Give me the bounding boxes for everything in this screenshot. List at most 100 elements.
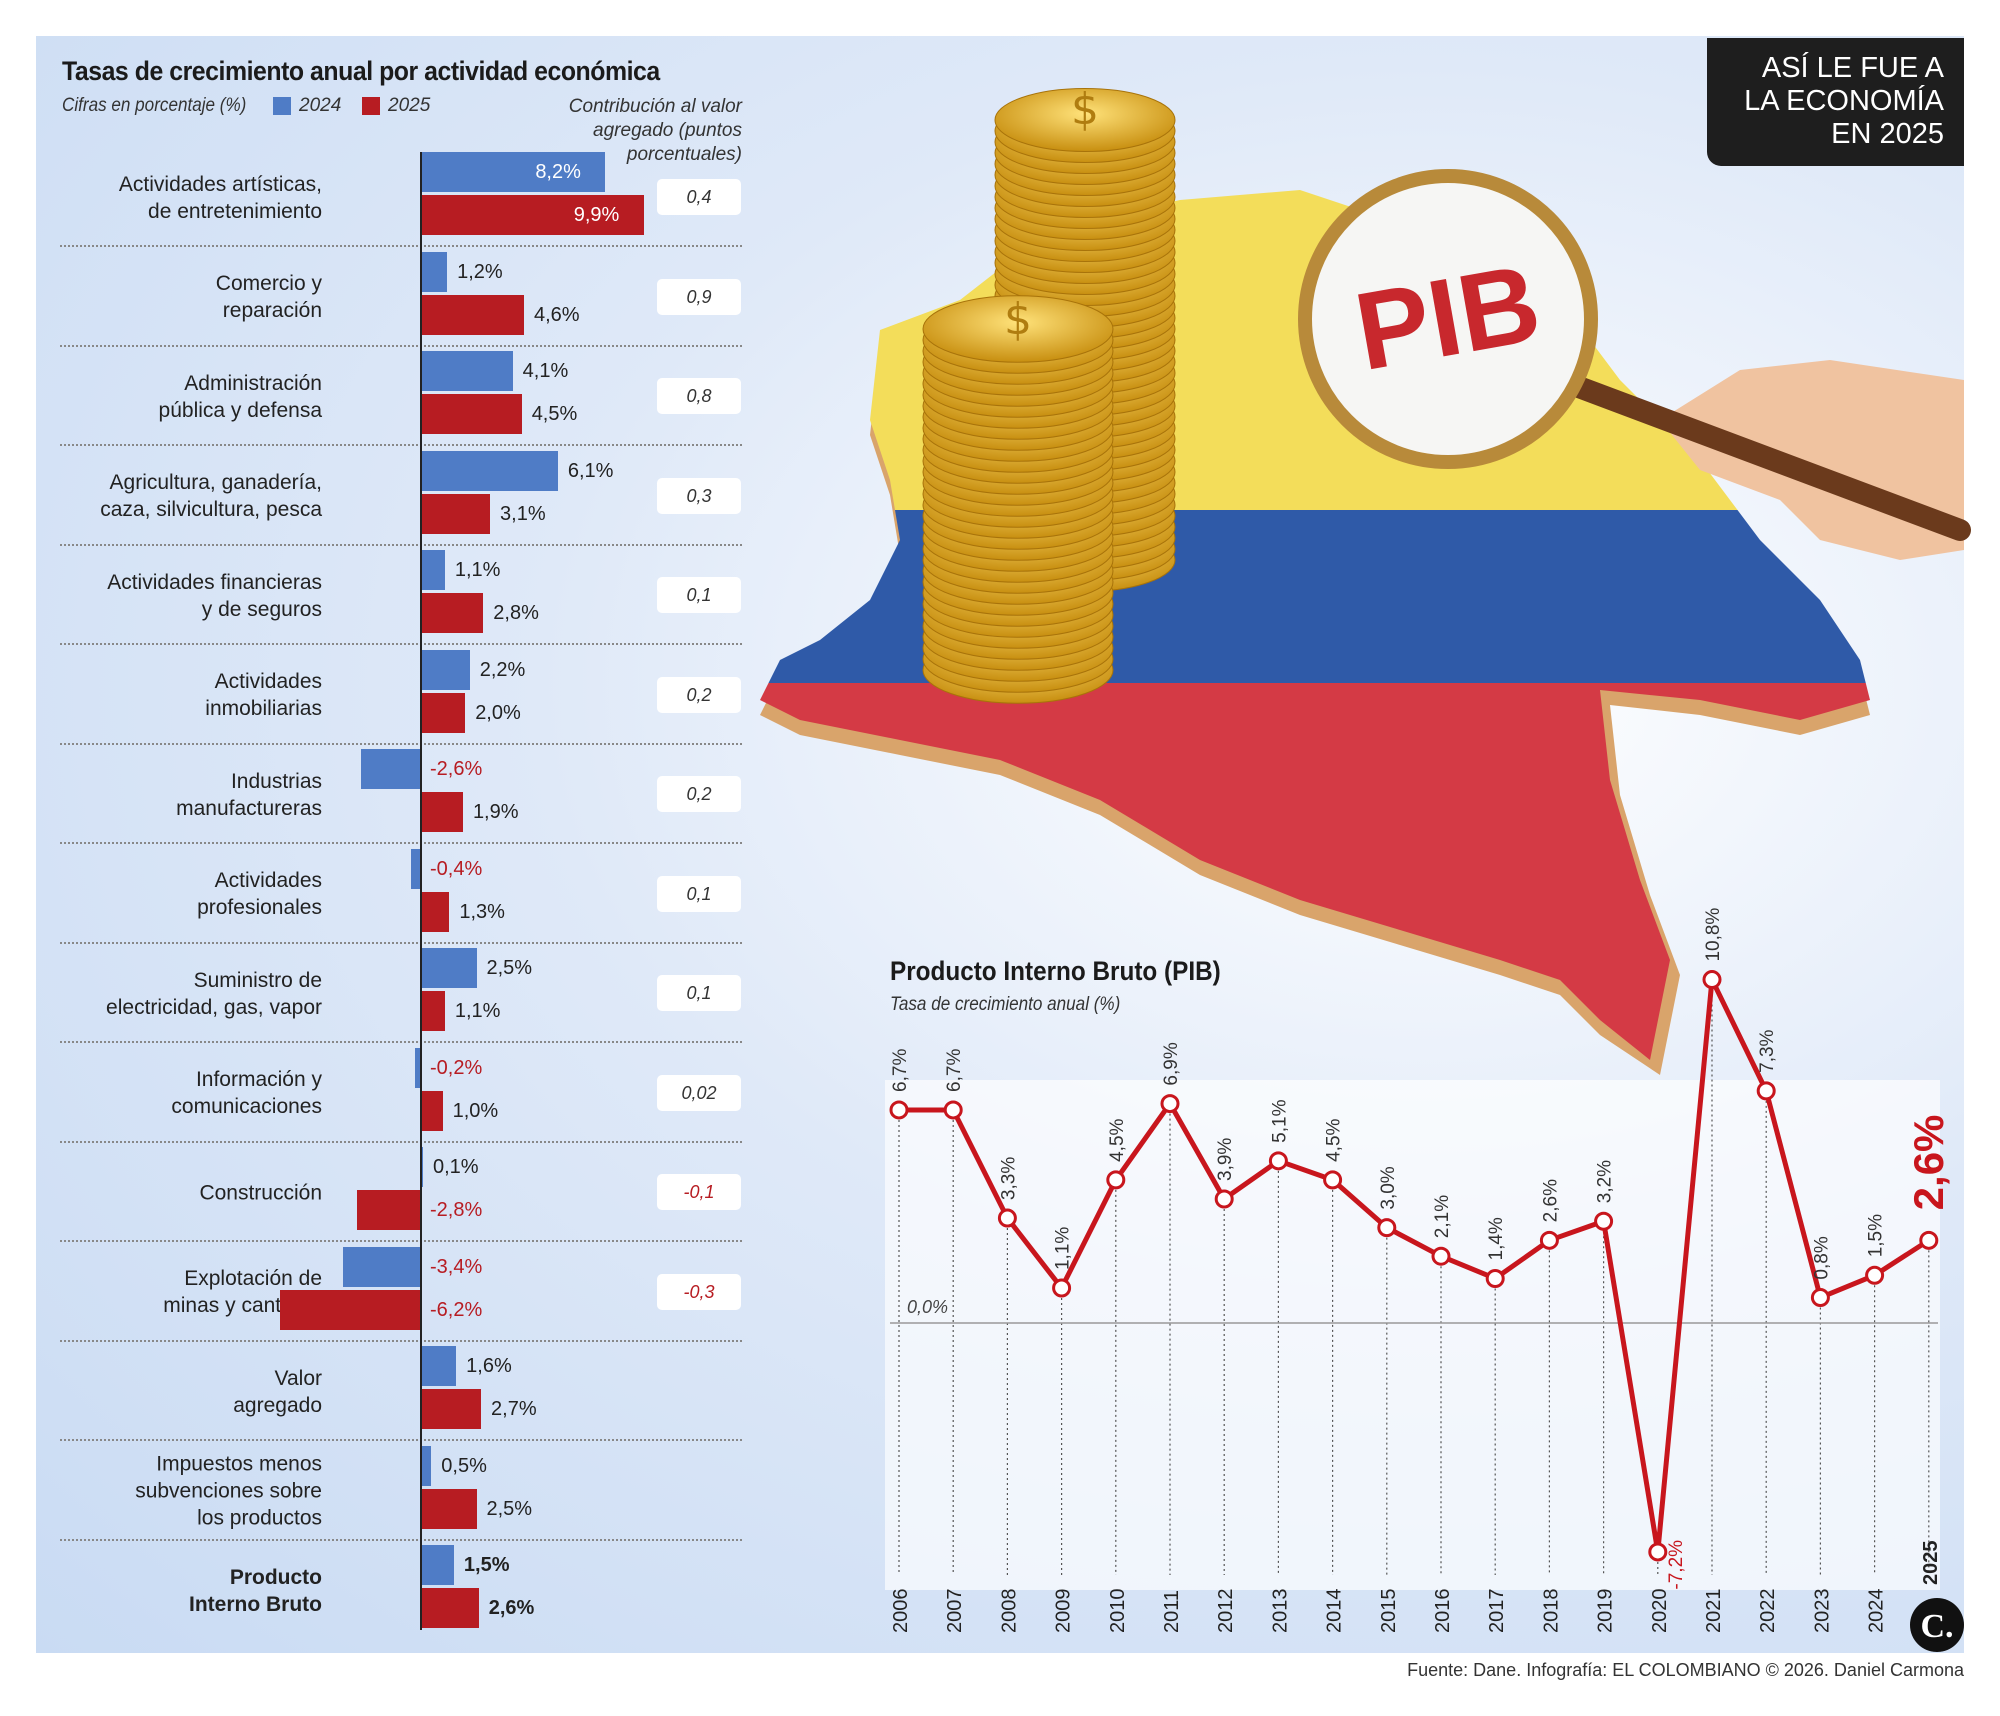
row-divider	[60, 1538, 742, 1541]
value-label-2025: 2,5%	[486, 1497, 533, 1520]
row-label: Actividades financieras y de seguros	[107, 570, 322, 621]
value-label-2024: 0,5%	[441, 1454, 487, 1477]
value-label-2024: 8,2%	[535, 161, 581, 183]
data-label: 5,1%	[1269, 1099, 1290, 1142]
data-point	[1702, 970, 1722, 990]
row-label: Información y comunicaciones	[171, 1068, 322, 1118]
data-label: 3,9%	[1215, 1138, 1236, 1181]
value-label-2025: 2,8%	[493, 602, 539, 624]
coin	[994, 88, 1176, 152]
row-label: Actividades profesionales	[197, 869, 322, 919]
data-point	[1052, 1278, 1072, 1298]
value-label-2025: -6,2%	[430, 1298, 483, 1321]
row-label: Suministro de electricidad, gas, vapor	[106, 968, 322, 1019]
data-label: 4,5%	[1324, 1118, 1345, 1161]
bar-row: Explotación de minas y canteras-3,4%-6,2…	[60, 1243, 742, 1342]
bar-2024	[343, 1246, 420, 1287]
legend-item-2025: 2025	[362, 95, 430, 117]
gdp-series-line	[899, 977, 1931, 1555]
value-label-2024: -3,4%	[430, 1255, 483, 1278]
x-tick-label: 2023	[1811, 1589, 1833, 1634]
bar-2024	[361, 749, 420, 789]
magnifier-handle	[1549, 369, 1971, 541]
coin-stacks: $$	[922, 84, 1176, 704]
bar-row: Actividades inmobiliarias 2,2% 2,0% 0,2	[60, 646, 742, 745]
data-label: 2,6%	[1540, 1179, 1561, 1222]
line-chart-subtitle: Tasa de crecimiento anual (%)	[890, 994, 1121, 1015]
value-label-2025: -2,8%	[430, 1199, 483, 1221]
data-point	[1919, 1230, 1939, 1250]
data-point	[997, 1208, 1017, 1228]
bar-2024	[420, 550, 445, 590]
data-label: 2,6%	[1905, 1115, 1952, 1211]
bar-2024	[420, 450, 558, 491]
bar-2025	[420, 1389, 482, 1429]
row-label: Actividades inmobiliarias	[205, 670, 322, 720]
x-tick-label: 2013	[1269, 1589, 1291, 1634]
value-label-2025: 2,6%	[488, 1597, 535, 1619]
x-tick-label: 2021	[1703, 1589, 1725, 1634]
zero-label: 0,0%	[907, 1297, 948, 1317]
bar-row: Suministro de electricidad, gas, vapor 2,…	[60, 944, 742, 1043]
data-point	[1214, 1189, 1234, 1209]
row-label: Agricultura, ganadería, caza, silvicultu…	[100, 471, 322, 521]
legend-swatch-2025	[362, 97, 380, 115]
bar-2024	[420, 948, 477, 988]
bar-chart-subtitle: Cifras en porcentaje (%)	[62, 95, 247, 116]
value-label-2024: 1,1%	[454, 559, 501, 581]
coin	[922, 295, 1114, 363]
bar-2025	[420, 692, 466, 733]
data-label: 10,8%	[1703, 908, 1724, 962]
data-point	[1160, 1094, 1180, 1114]
contribution-value: 0,3	[657, 477, 741, 514]
row-divider	[60, 245, 742, 247]
data-label: 3,2%	[1595, 1160, 1616, 1203]
bar-2024	[420, 649, 470, 690]
x-tick-label: 2019	[1595, 1589, 1617, 1634]
legend-item-2024: 2024	[273, 95, 341, 117]
bar-2024	[420, 351, 513, 391]
x-tick-label: 2011	[1161, 1590, 1183, 1633]
row-divider	[60, 941, 742, 944]
data-label: 1,5%	[1866, 1214, 1887, 1257]
x-tick-label: 2012	[1215, 1589, 1237, 1634]
bar-row: Valor agregado 1,6% 2,7%	[60, 1342, 742, 1441]
bar-row: Información y comunicaciones -0,2% 1,0% 0,0…	[60, 1044, 742, 1143]
data-label: 7,3%	[1757, 1029, 1778, 1072]
data-label: -7,2%	[1666, 1540, 1687, 1590]
bar-2025	[420, 991, 445, 1031]
row-label: Impuestos menos subvenciones sobre los p…	[135, 1452, 322, 1530]
row-label: Comercio y reparación	[215, 272, 322, 322]
contribution-value: 0,8	[657, 378, 741, 414]
data-label: 1,1%	[1053, 1227, 1074, 1270]
bar-2025	[279, 1289, 420, 1330]
magnifier-glass-icon	[1298, 169, 1598, 469]
contribution-header: Contribución al valor agregado (puntos p…	[568, 96, 742, 165]
value-label-2024: -0,2%	[430, 1056, 483, 1079]
contribution-value: 0,2	[657, 776, 741, 812]
value-label-2024: 2,2%	[479, 658, 526, 681]
row-label: Actividades artísticas, de entretenimien…	[118, 172, 322, 223]
headline-badge: ASÍ LE FUE A LA ECONOMÍA EN 2025	[1707, 38, 1964, 166]
bar-2025	[420, 195, 644, 235]
data-label: 4,5%	[1107, 1118, 1128, 1161]
bar-2025	[420, 493, 491, 534]
data-label: 6,7%	[944, 1049, 965, 1092]
bar-row: Comercio y reparación 1,2% 4,6% 0,9	[60, 248, 742, 347]
data-point	[1648, 1542, 1668, 1562]
bar-2024	[420, 1545, 454, 1585]
row-label: Administración pública y defensa	[158, 371, 322, 422]
x-tick-label: 2006	[890, 1589, 912, 1634]
x-tick-label: 2017	[1486, 1589, 1508, 1634]
contribution-value: 0,1	[657, 975, 741, 1011]
dollar-sign-icon: $	[1004, 294, 1032, 345]
bar-row: Industrias manufactureras -2,6% 1,9% 0,2	[60, 745, 742, 844]
value-label-2024: 2,5%	[486, 957, 533, 979]
data-point	[1756, 1081, 1776, 1101]
data-label: 6,7%	[890, 1049, 911, 1092]
value-label-2025: 2,7%	[491, 1398, 537, 1420]
contribution-value: 0,1	[657, 577, 741, 613]
contribution-value: 0,9	[657, 278, 741, 315]
